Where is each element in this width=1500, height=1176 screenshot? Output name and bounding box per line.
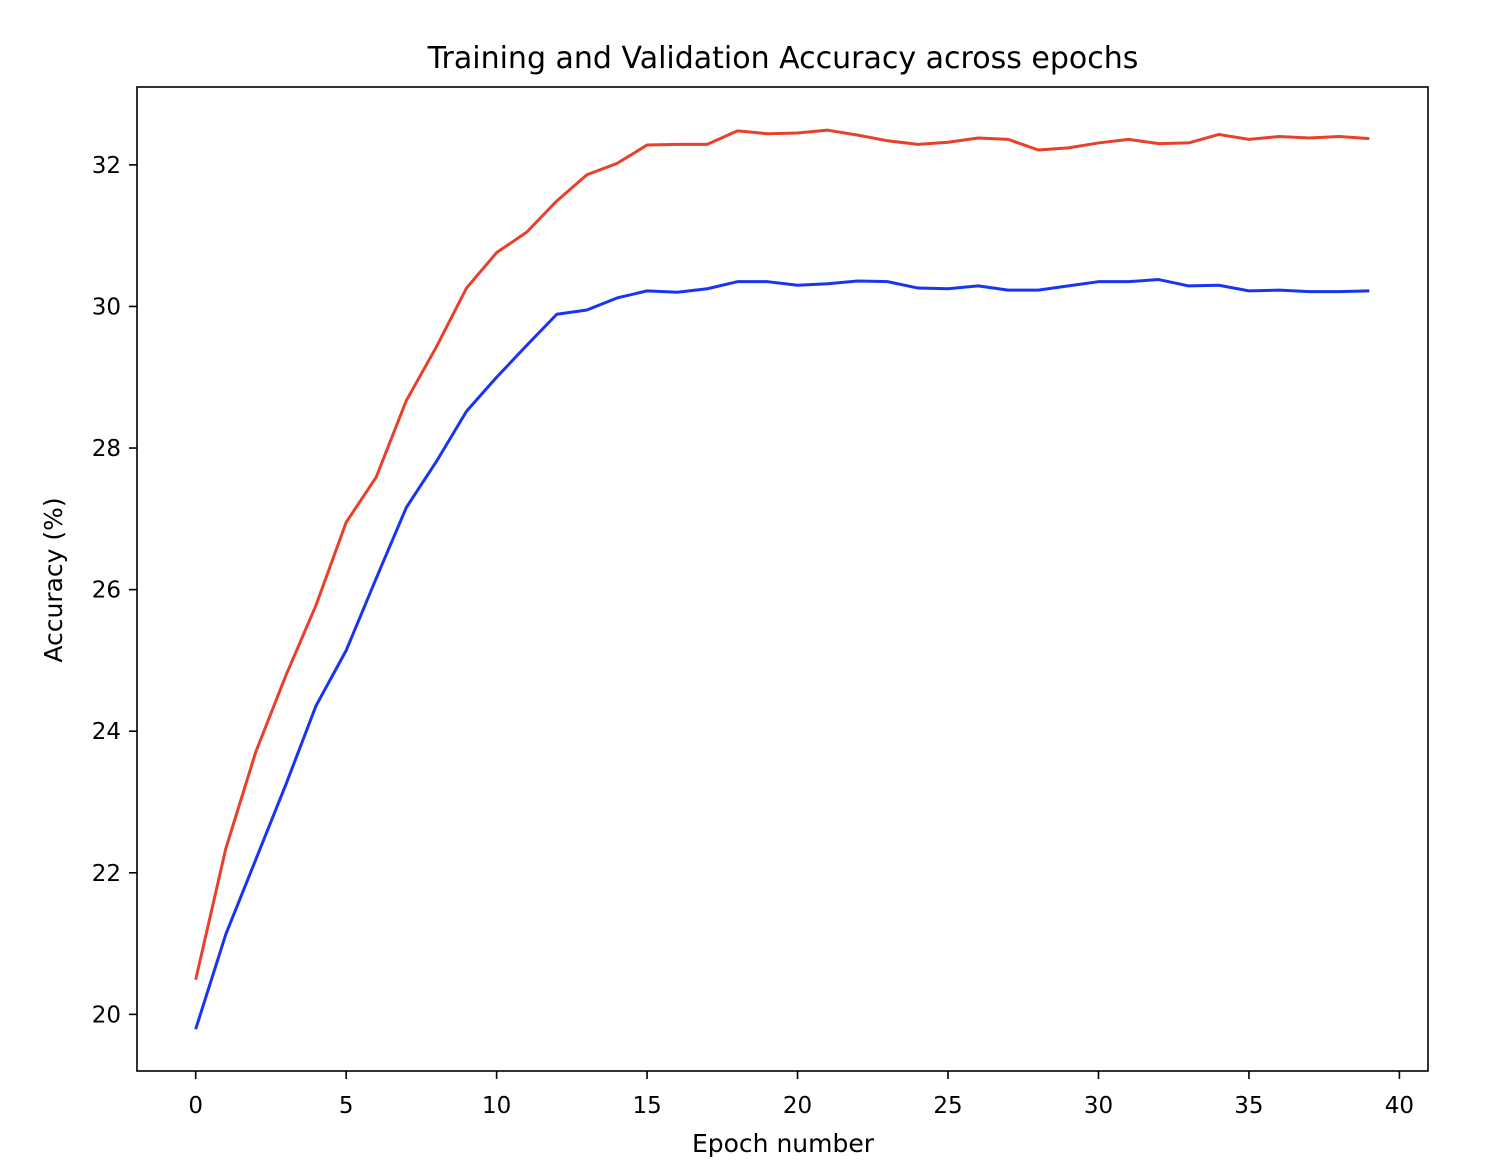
x-tick-label: 20 (783, 1093, 812, 1119)
x-tick-label: 0 (188, 1093, 203, 1119)
x-tick-label: 10 (482, 1093, 511, 1119)
x-tick-label: 30 (1084, 1093, 1113, 1119)
plot-area: 0 5 10 15 20 25 30 35 40 20 22 24 26 28 30 32 (92, 86, 1429, 1119)
y-tick-label: 20 (92, 1002, 121, 1028)
y-tick-label: 26 (92, 578, 121, 604)
y-tick-label: 24 (92, 719, 121, 745)
series-line-2 (194, 278, 1370, 1030)
chart-title: Training and Validation Accuracy across … (427, 41, 1139, 76)
y-axis-label: Accuracy (%) (39, 497, 68, 662)
x-tick-label: 40 (1385, 1093, 1414, 1119)
x-axis-label: Epoch number (692, 1129, 875, 1158)
x-tick-label: 5 (339, 1093, 354, 1119)
y-tick-label: 30 (92, 294, 121, 320)
x-tick-label: 35 (1234, 1093, 1263, 1119)
y-tick-label: 32 (92, 153, 121, 179)
plot-frame (136, 86, 1429, 1072)
series-line-1 (194, 128, 1370, 981)
y-tick-label: 28 (92, 436, 121, 462)
x-tick-label: 15 (632, 1093, 661, 1119)
y-tick-label: 22 (92, 861, 121, 887)
x-tick-label: 25 (933, 1093, 962, 1119)
